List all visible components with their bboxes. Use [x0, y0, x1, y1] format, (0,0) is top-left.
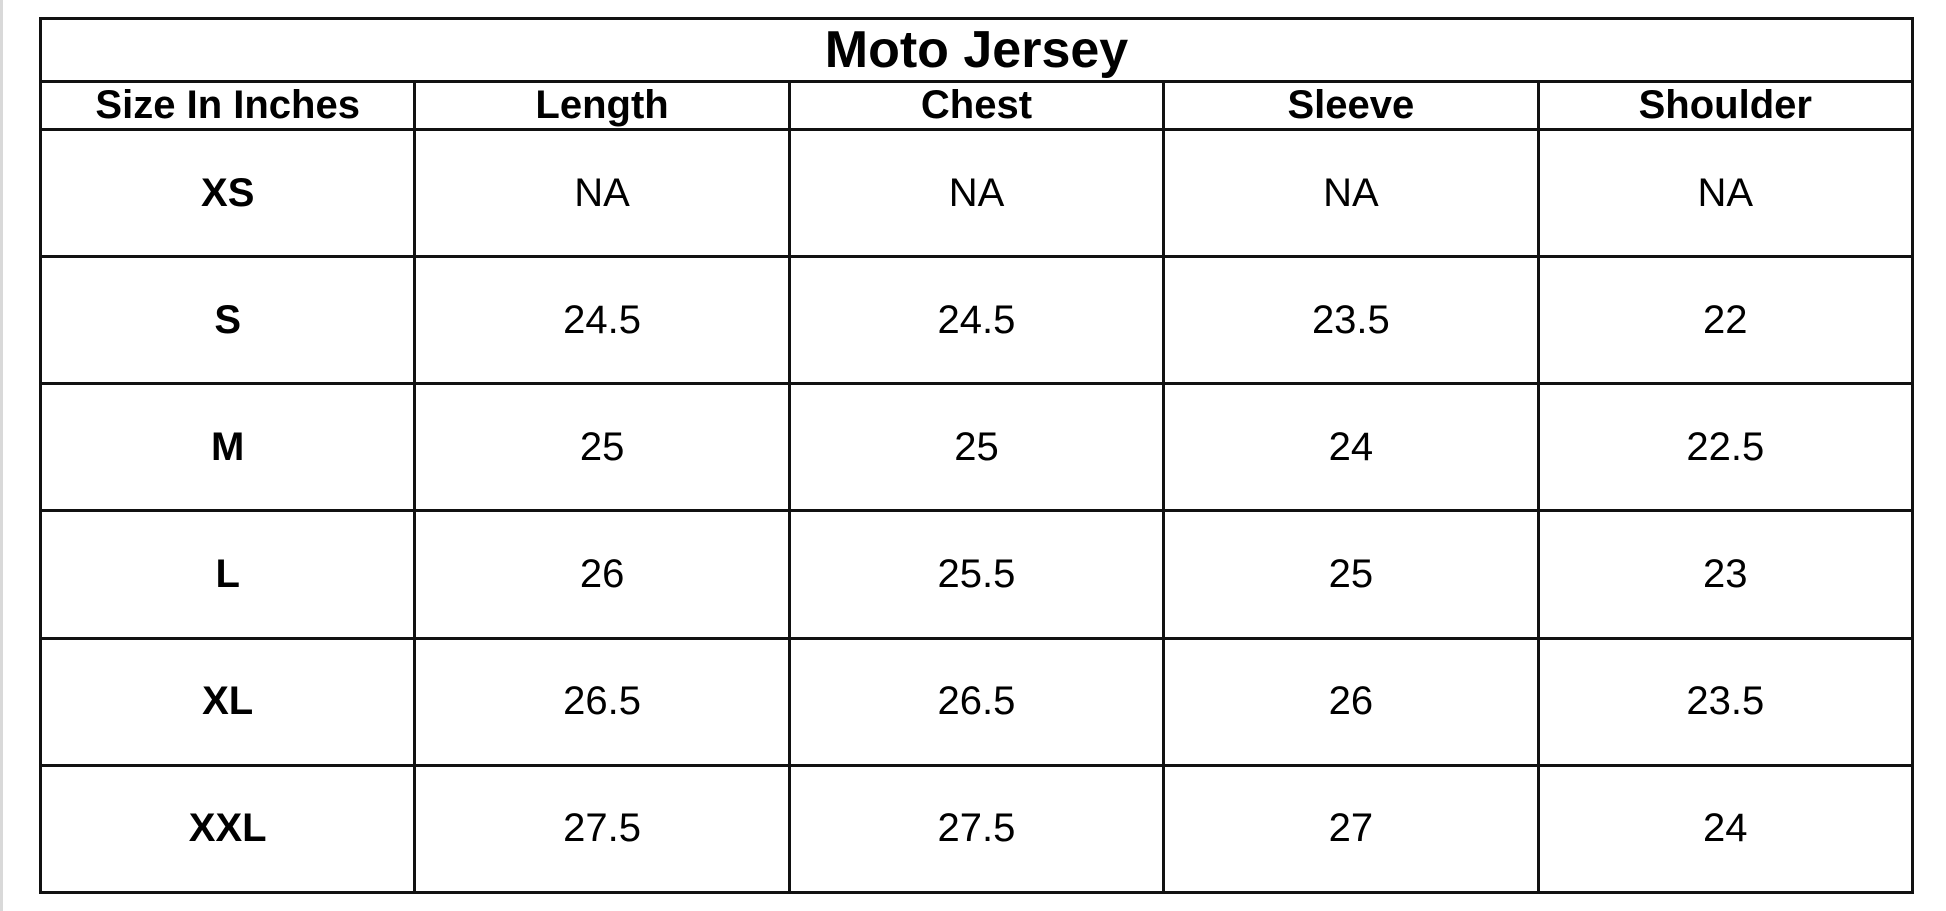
size-label: M — [38, 382, 417, 513]
measurement: 27.5 — [413, 763, 791, 895]
table-body: XS NA NA NA NA S 24.5 24.5 23.5 22 M 25 25 24 22.5 L 26 2… — [38, 127, 1915, 895]
column-header: Size In Inches — [38, 80, 417, 131]
measurement: NA — [413, 127, 791, 259]
measurement: NA — [787, 127, 1166, 259]
measurement: 26.5 — [413, 636, 791, 767]
size-label: XS — [38, 127, 417, 259]
measurement: 24.5 — [787, 255, 1166, 386]
measurement: 25.5 — [787, 509, 1166, 640]
title-row: Moto Jersey — [39, 17, 1914, 83]
size-label: XXL — [38, 763, 417, 895]
measurement: 24.5 — [413, 255, 791, 386]
measurement: 26 — [413, 509, 791, 640]
measurement: 23.5 — [1162, 255, 1540, 386]
size-label: S — [38, 255, 417, 386]
measurement: 27 — [1162, 763, 1540, 895]
measurement: 23 — [1536, 509, 1915, 640]
measurement: 25 — [787, 382, 1166, 513]
measurement: 24 — [1162, 382, 1540, 513]
column-header: Chest — [787, 80, 1166, 131]
measurement: 25 — [413, 382, 791, 513]
measurement: 23.5 — [1536, 636, 1915, 767]
measurement: 25 — [1162, 509, 1540, 640]
measurement: 22 — [1536, 255, 1915, 386]
size-row: L 26 25.5 25 23 — [38, 509, 1915, 640]
column-header: Sleeve — [1162, 80, 1540, 131]
measurement: 26.5 — [787, 636, 1166, 767]
size-row: XL 26.5 26.5 26 23.5 — [38, 636, 1915, 767]
page-edge — [0, 0, 3, 911]
size-row: XXL 27.5 27.5 27 24 — [38, 763, 1915, 895]
measurement: NA — [1162, 127, 1540, 259]
measurement: 24 — [1536, 763, 1915, 895]
size-row: S 24.5 24.5 23.5 22 — [38, 255, 1915, 386]
size-row: M 25 25 24 22.5 — [38, 382, 1915, 513]
measurement: NA — [1536, 127, 1915, 259]
measurement: 27.5 — [787, 763, 1166, 895]
size-row: XS NA NA NA NA — [38, 127, 1915, 259]
measurement: 22.5 — [1536, 382, 1915, 513]
size-chart: Moto Jersey Size In Inches Length Chest Sle… — [38, 17, 1915, 895]
measurement: 26 — [1162, 636, 1540, 767]
table-title: Moto Jersey — [39, 17, 1914, 83]
column-header: Length — [413, 80, 791, 131]
size-label: XL — [38, 636, 417, 767]
header-row: Size In Inches Length Chest Sleeve Shoulder — [38, 80, 1915, 131]
size-label: L — [38, 509, 417, 640]
column-header: Shoulder — [1536, 80, 1915, 131]
